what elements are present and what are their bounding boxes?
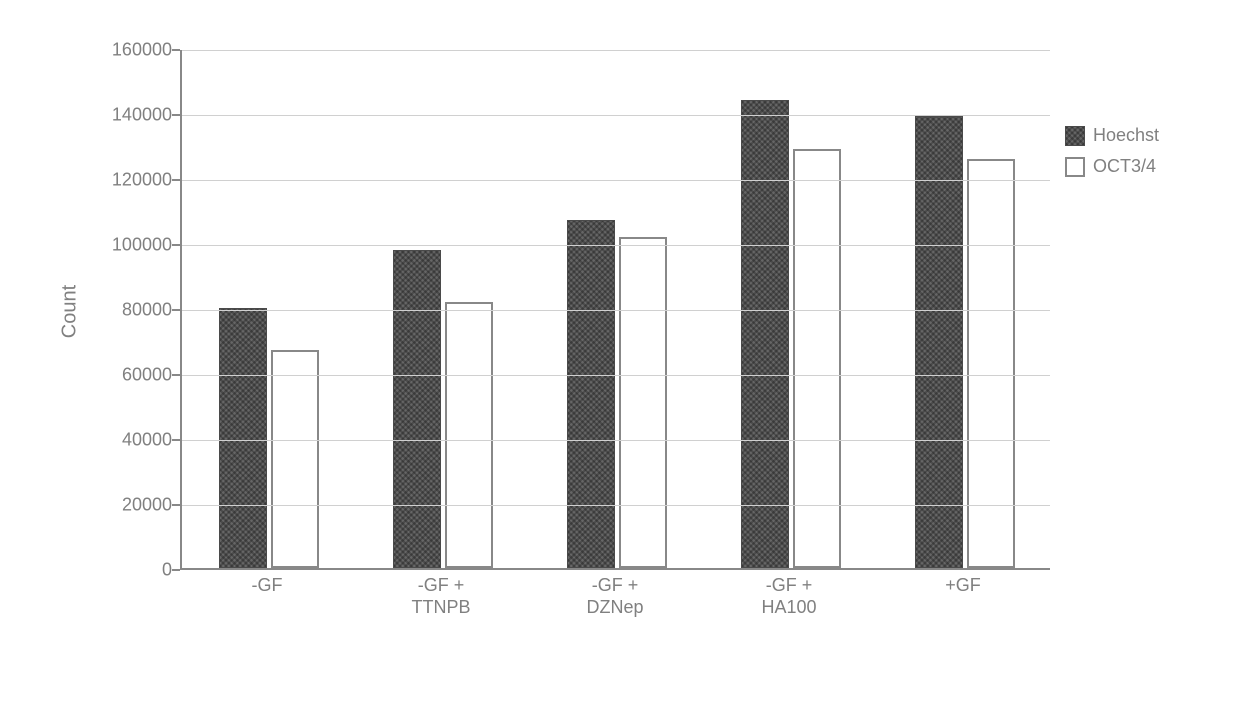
x-tick-label: -GF +TTNPB	[363, 575, 520, 618]
chart-container: 0 20000 40000 60000 80000 100000 120000 140000 1…	[80, 40, 1180, 660]
gridline	[182, 310, 1050, 311]
legend: Hoechst OCT3/4	[1065, 125, 1159, 187]
legend-item-oct34: OCT3/4	[1065, 156, 1159, 177]
bars-layer	[182, 50, 1050, 568]
gridline	[182, 505, 1050, 506]
gridline	[182, 440, 1050, 441]
legend-swatch-oct34-icon	[1065, 157, 1085, 177]
legend-label-hoechst: Hoechst	[1093, 125, 1159, 146]
x-tick-label: -GF +DZNep	[537, 575, 694, 618]
x-tick-label: -GF +HA100	[711, 575, 868, 618]
bar-oct34	[619, 237, 668, 569]
y-tick-mark	[172, 114, 180, 116]
gridline	[182, 245, 1050, 246]
y-tick-mark	[172, 569, 180, 571]
y-tick-mark	[172, 179, 180, 181]
bar-oct34	[271, 350, 320, 568]
y-tick-mark	[172, 309, 180, 311]
x-tick-label: -GF	[189, 575, 346, 597]
gridline	[182, 180, 1050, 181]
y-tick-label: 20000	[92, 495, 172, 516]
y-tick-mark	[172, 244, 180, 246]
legend-swatch-hoechst-icon	[1065, 126, 1085, 146]
y-tick-mark	[172, 374, 180, 376]
bar-oct34	[967, 159, 1016, 569]
legend-item-hoechst: Hoechst	[1065, 125, 1159, 146]
bar-hoechst	[219, 308, 268, 568]
y-tick-label: 140000	[92, 105, 172, 126]
gridline	[182, 375, 1050, 376]
gridline	[182, 115, 1050, 116]
y-tick-mark	[172, 504, 180, 506]
y-tick-label: 0	[92, 560, 172, 581]
y-tick-label: 100000	[92, 235, 172, 256]
y-tick-label: 40000	[92, 430, 172, 451]
y-tick-mark	[172, 439, 180, 441]
x-axis-labels: -GF -GF +TTNPB -GF +DZNep -GF +HA100 +GF	[180, 575, 1050, 635]
y-tick-label: 160000	[92, 40, 172, 61]
bar-hoechst	[393, 250, 442, 569]
bar-hoechst	[915, 116, 964, 568]
x-tick-label: +GF	[885, 575, 1042, 597]
y-tick-mark	[172, 49, 180, 51]
y-tick-label: 60000	[92, 365, 172, 386]
y-tick-label: 120000	[92, 170, 172, 191]
bar-oct34	[445, 302, 494, 569]
gridline	[182, 50, 1050, 51]
bar-hoechst	[741, 100, 790, 568]
legend-label-oct34: OCT3/4	[1093, 156, 1156, 177]
y-axis-label: Count	[59, 285, 82, 338]
bar-hoechst	[567, 220, 616, 568]
y-tick-label: 80000	[92, 300, 172, 321]
plot-area	[180, 50, 1050, 570]
y-axis-ticks: 0200004000060000800001000001200001400001…	[80, 50, 180, 570]
